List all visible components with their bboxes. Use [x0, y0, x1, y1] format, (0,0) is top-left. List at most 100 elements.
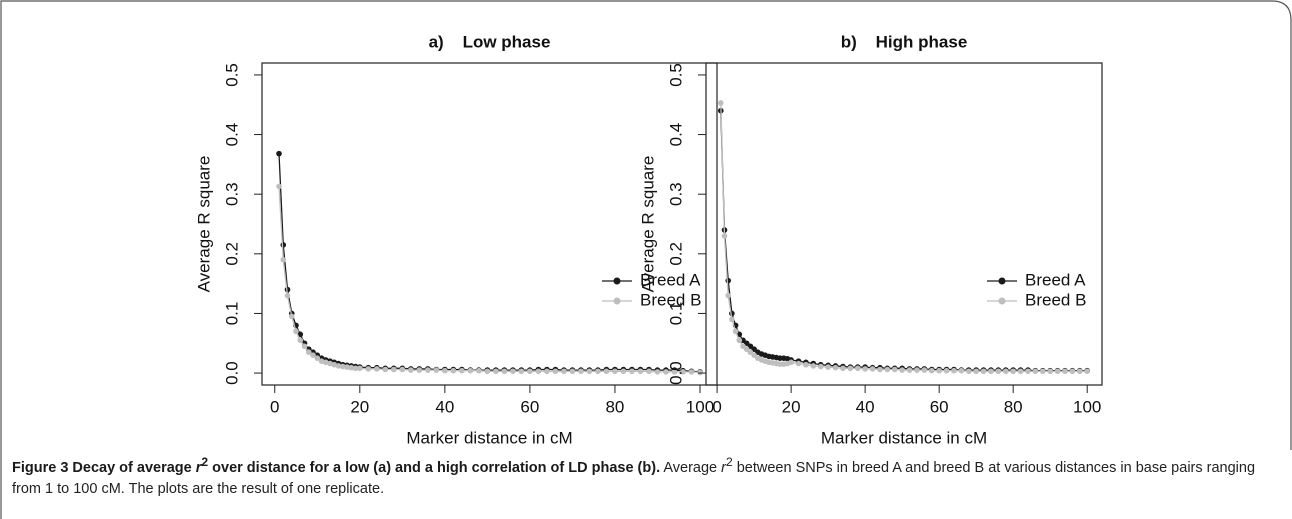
data-point	[1017, 368, 1024, 375]
data-point	[348, 364, 355, 371]
legend-label: Breed B	[640, 290, 701, 309]
data-point	[310, 352, 316, 358]
y-tick-label: 0.2	[666, 242, 685, 266]
data-point	[339, 363, 346, 370]
caption-text: 2	[201, 455, 209, 469]
data-point	[335, 363, 342, 369]
data-point	[688, 369, 695, 375]
data-point	[391, 366, 397, 373]
data-point	[322, 359, 329, 366]
data-point	[869, 366, 876, 372]
x-tick-label: 40	[856, 397, 875, 416]
series-line	[720, 102, 1088, 372]
caption-text: 2	[725, 455, 733, 469]
data-point	[810, 363, 817, 369]
data-point	[535, 368, 542, 375]
y-tick-label: 0.3	[666, 182, 685, 206]
x-tick-label: 60	[930, 397, 949, 416]
data-point	[854, 365, 861, 372]
y-axis-label: Average R square	[638, 156, 657, 293]
y-tick-label: 0.1	[222, 302, 241, 326]
data-point	[718, 100, 724, 106]
data-point	[1076, 368, 1083, 375]
caption-text: Average	[663, 459, 722, 476]
data-point	[586, 368, 593, 375]
data-point	[788, 359, 794, 366]
y-axis-label: Average R square	[194, 156, 213, 293]
data-point	[510, 368, 516, 375]
data-point	[973, 368, 979, 375]
data-point	[1010, 368, 1016, 375]
data-point	[1054, 368, 1061, 375]
data-point	[569, 368, 576, 375]
data-point	[847, 365, 854, 372]
data-point	[493, 368, 499, 375]
data-point	[276, 150, 282, 157]
x-tick-label: 0	[270, 397, 279, 416]
data-point	[527, 368, 533, 375]
data-point	[943, 367, 950, 374]
data-point	[980, 368, 987, 375]
data-point	[884, 366, 891, 373]
data-point	[958, 367, 965, 374]
x-tick-label: 0	[712, 397, 721, 416]
data-point	[327, 360, 333, 367]
data-point	[276, 183, 282, 190]
data-point	[288, 313, 295, 320]
data-point	[578, 368, 584, 375]
data-point	[484, 368, 491, 375]
data-point	[928, 367, 935, 374]
y-tick-label: 0.1	[666, 302, 685, 326]
data-point	[297, 331, 304, 338]
data-point	[862, 366, 868, 372]
data-point	[914, 367, 920, 373]
data-point	[459, 367, 465, 374]
data-point	[408, 367, 414, 373]
data-point	[725, 292, 732, 299]
data-point	[297, 337, 304, 344]
data-point	[906, 367, 913, 373]
data-point	[501, 368, 508, 375]
data-point	[365, 366, 372, 372]
series-line	[720, 110, 1088, 372]
data-point	[318, 358, 325, 364]
data-point	[352, 365, 359, 372]
caption-text: between SNPs in breed A and breed B at v…	[12, 459, 1256, 497]
y-tick-label: 0.5	[222, 63, 241, 87]
x-axis-label: Marker distance in cM	[821, 428, 987, 447]
data-point	[795, 360, 802, 367]
data-point	[921, 367, 928, 373]
caption-text: r	[721, 459, 726, 476]
data-point	[1032, 368, 1039, 375]
data-point	[450, 367, 457, 374]
chart-title: b) High phase	[841, 32, 968, 51]
data-point	[331, 361, 338, 368]
data-point	[305, 349, 312, 356]
data-point	[654, 369, 661, 375]
data-point	[671, 369, 678, 375]
data-point	[603, 368, 610, 375]
x-tick-label: 40	[435, 397, 454, 416]
data-point	[476, 367, 482, 374]
caption-text: r	[195, 459, 202, 476]
legend-label: Breed B	[1025, 290, 1086, 309]
data-point	[518, 368, 525, 375]
y-tick-label: 0.3	[222, 182, 241, 206]
y-tick-label: 0.5	[666, 63, 685, 87]
x-tick-label: 80	[1004, 397, 1023, 416]
x-tick-label: 60	[520, 397, 539, 416]
legend-marker	[613, 297, 621, 305]
data-point	[620, 368, 627, 375]
data-point	[637, 368, 644, 375]
caption-text: Figure 3 Decay of average	[12, 459, 196, 476]
data-point	[1002, 368, 1009, 375]
y-tick-label: 0.4	[222, 123, 241, 147]
data-point	[1039, 368, 1046, 375]
plot-box	[261, 62, 718, 386]
data-point	[433, 367, 440, 373]
plot-box	[705, 62, 1103, 386]
data-point	[442, 367, 448, 374]
data-point	[725, 277, 732, 284]
